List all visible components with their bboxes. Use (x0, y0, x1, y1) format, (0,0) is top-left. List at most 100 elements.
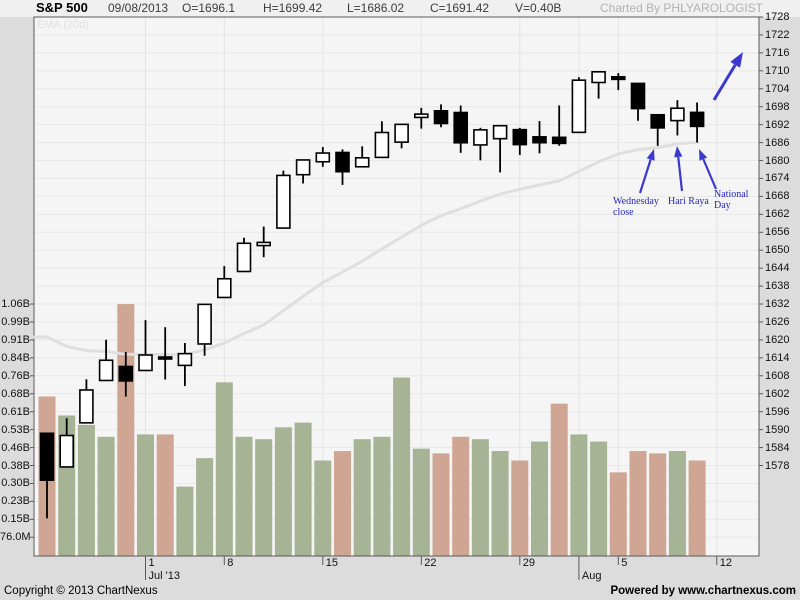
price-tick-label: 1722 (765, 28, 790, 41)
candle-body (335, 151, 350, 173)
price-tick-label: 1662 (765, 208, 790, 221)
date-tick-label: 29 (522, 557, 536, 569)
volume-bar (668, 451, 686, 556)
month-tick-label: Jul '13 (148, 570, 180, 582)
candle-body (374, 131, 390, 159)
month-tick-label: Aug (581, 570, 602, 582)
volume-bar (393, 377, 411, 556)
volume-bar (550, 403, 568, 556)
low-value: L=1686.02 (347, 1, 405, 15)
volume-tick-label: 0.23B (1, 495, 30, 508)
quote-date: 09/08/2013 (108, 1, 169, 15)
volume-bar (609, 472, 627, 556)
candle-body (551, 136, 567, 145)
volume-value: V=0.40B (515, 1, 562, 15)
candle-body (532, 136, 547, 144)
volume-bar (412, 448, 430, 556)
volume-bar (334, 451, 351, 556)
volume-bar (688, 460, 706, 556)
price-tick-label: 1656 (765, 226, 790, 239)
price-tick-label: 1728 (765, 11, 790, 23)
candle-body (591, 71, 606, 84)
candle-body (413, 113, 429, 119)
candle-body (453, 111, 469, 144)
candle-body (59, 434, 75, 468)
open-value: O=1696.1 (182, 1, 236, 15)
candle-body (315, 152, 331, 163)
date-tick-label: 15 (325, 557, 339, 569)
price-tick-label: 1584 (765, 441, 790, 454)
annotation-arrowhead (730, 52, 743, 68)
annotation-arrow (712, 64, 737, 101)
volume-tick-label: 0.99B (1, 315, 30, 328)
price-tick-label: 1632 (765, 298, 790, 311)
candle-body (630, 82, 646, 110)
price-tick-label: 1650 (765, 244, 790, 257)
price-tick-label: 1680 (765, 154, 790, 167)
candle-body (354, 156, 370, 168)
volume-bar (432, 453, 450, 556)
volume-bar (294, 422, 312, 556)
date-tick-label: 1 (148, 557, 155, 569)
volume-bar (235, 436, 253, 556)
volume-tick-label: 0.68B (1, 387, 30, 400)
candle-body (295, 159, 311, 176)
price-tick-label: 1626 (765, 315, 790, 328)
candle-body (157, 356, 173, 360)
price-tick-label: 1578 (765, 459, 790, 472)
price-tick-label: 1710 (765, 64, 790, 77)
annotation-label: Wednesday close (613, 196, 659, 218)
volume-bar (117, 304, 135, 556)
date-tick-label: 22 (424, 557, 437, 569)
volume-bar (196, 458, 214, 556)
copyright-text: Copyright © 2013 ChartNexus (4, 585, 158, 597)
volume-bar (215, 382, 233, 556)
candle-body (138, 354, 153, 372)
price-tick-label: 1638 (765, 280, 790, 293)
price-tick-label: 1590 (765, 423, 790, 436)
volume-bar (471, 439, 489, 556)
annotation-label: National Day (714, 189, 749, 211)
volume-bar (491, 451, 509, 556)
candle-body (256, 241, 272, 247)
price-tick-label: 1704 (765, 82, 790, 95)
price-tick-label: 1692 (765, 118, 790, 131)
volume-tick-label: 0.76B (1, 369, 30, 382)
volume-bar (77, 424, 95, 556)
volume-bar (452, 436, 470, 556)
volume-bar (511, 460, 529, 556)
candle-body (473, 129, 488, 146)
price-tick-label: 1614 (765, 351, 790, 364)
candle-body (197, 303, 212, 345)
candle-body (177, 352, 193, 367)
annotation-arrowhead (699, 149, 708, 161)
powered-by-text: Powered by www.chartnexus.com (610, 585, 796, 597)
candle-body (492, 124, 508, 140)
volume-tick-label: 0.61B (1, 405, 30, 418)
volume-bar (373, 436, 391, 556)
ema-legend-label: EMA (20d) (37, 19, 89, 31)
candle-body (79, 389, 94, 424)
date-tick-label: 8 (227, 557, 234, 569)
annotation-arrowhead (674, 146, 683, 158)
close-value: C=1691.42 (430, 1, 490, 15)
volume-tick-label: 0.46B (1, 441, 30, 454)
price-tick-label: 1602 (765, 387, 790, 400)
volume-bar (590, 441, 608, 556)
candle-body (670, 107, 685, 122)
volume-tick-label: 0.15B (1, 513, 30, 526)
candle-body (650, 113, 666, 129)
volume-bar (255, 439, 273, 556)
quote-header-bar: S&P 500 09/08/2013 O=1696.1 H=1699.42 L=… (0, 0, 800, 17)
volume-tick-label: 0.91B (1, 333, 30, 346)
annotation-arrow (702, 158, 718, 190)
annotation-arrow (677, 156, 684, 192)
candle-body (236, 242, 252, 273)
candle-body (118, 365, 134, 382)
price-tick-label: 1668 (765, 190, 790, 203)
date-tick-label: 12 (719, 557, 733, 569)
volume-bar (156, 434, 174, 556)
candle-body (39, 432, 55, 481)
candle-body (217, 277, 232, 299)
